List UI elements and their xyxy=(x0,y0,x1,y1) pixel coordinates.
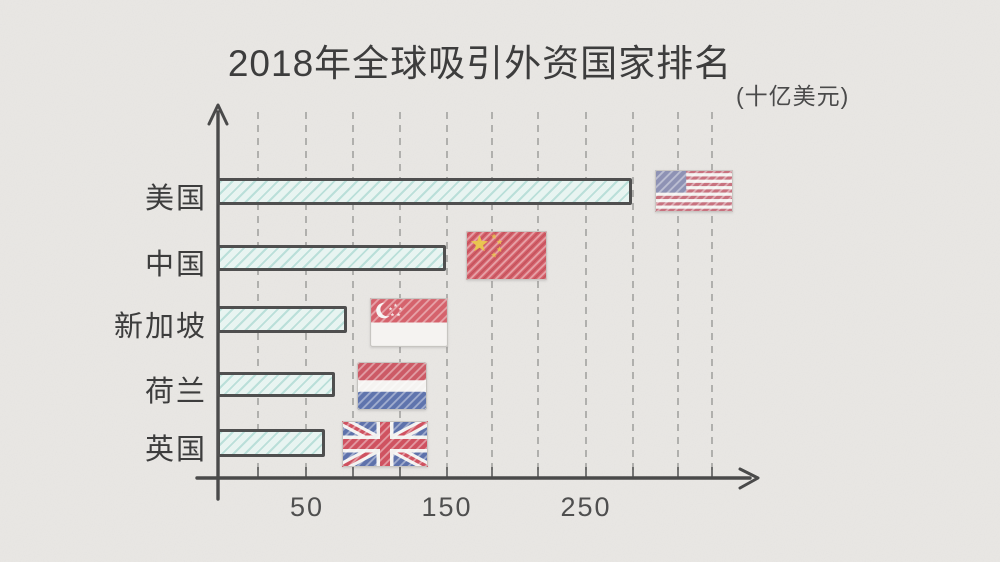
category-label-nl: 荷兰 xyxy=(144,375,207,408)
usa-flag-icon xyxy=(655,170,733,212)
x-axis-tick-label: 50 xyxy=(289,492,325,522)
china-flag-icon xyxy=(466,231,547,280)
bar-gb xyxy=(217,429,325,457)
x-axis-tick-label: 150 xyxy=(421,492,473,522)
category-label-sg: 新加坡 xyxy=(113,310,207,343)
bar-nl xyxy=(217,372,335,397)
unit-label: (十亿美元) xyxy=(736,83,850,109)
uk-flag-icon xyxy=(339,416,431,472)
bar-us xyxy=(217,178,632,205)
category-label-us: 美国 xyxy=(144,182,207,215)
y-axis-arrow-icon xyxy=(207,103,229,126)
chart-title: 2018年全球吸引外资国家排名 xyxy=(227,43,733,84)
bar-sg xyxy=(217,306,347,333)
category-label-gb: 英国 xyxy=(144,434,207,466)
bar-cn xyxy=(217,245,446,271)
netherlands-flag-icon xyxy=(357,362,427,410)
category-label-cn: 中国 xyxy=(144,249,207,281)
x-axis-arrow-icon xyxy=(738,467,760,490)
singapore-flag-icon xyxy=(369,297,449,348)
x-axis-tick-label: 250 xyxy=(560,492,612,522)
